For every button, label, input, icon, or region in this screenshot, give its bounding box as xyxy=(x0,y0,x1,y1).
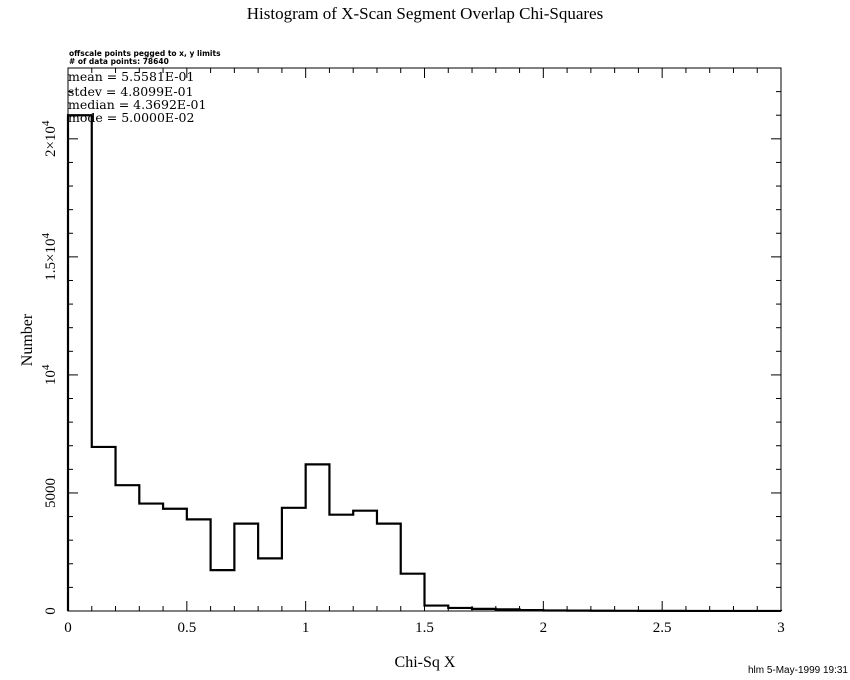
x-tick-label: 2 xyxy=(540,620,548,636)
y-tick-label: 5000 xyxy=(43,478,59,508)
y-tick-labels: 0 5000 104 1.5×104 2×104 xyxy=(40,120,59,615)
histogram-bar xyxy=(448,608,472,611)
y-tick-label: 0 xyxy=(43,607,59,615)
x-tick-label: 2.5 xyxy=(653,620,672,636)
histogram-bar xyxy=(187,519,211,611)
histogram-bars xyxy=(66,114,783,613)
x-tick-labels: 0 0.5 1 1.5 2 2.5 3 xyxy=(64,620,785,636)
stat-stdev: stdev = 4.8099E-01 xyxy=(68,84,194,99)
y-tick-label: 2×104 xyxy=(40,120,59,157)
axis-ticks xyxy=(67,67,782,612)
histogram-bar xyxy=(139,504,163,611)
histogram-bar xyxy=(282,508,306,611)
histogram-bar xyxy=(116,485,140,611)
histogram-bar xyxy=(68,115,92,611)
histogram-bar xyxy=(258,558,282,611)
data-points-count: # of data points: 78640 xyxy=(69,57,169,66)
footer-timestamp: hlm 5-May-1999 19:31 xyxy=(748,665,848,676)
x-tick-label: 1.5 xyxy=(415,620,434,636)
histogram-bar xyxy=(472,609,496,611)
summary-stats: mean = 5.5581E-01 stdev = 4.8099E-01 med… xyxy=(68,69,206,125)
histogram-bar xyxy=(211,570,235,611)
x-axis-label: Chi-Sq X xyxy=(395,654,456,671)
histogram-bar xyxy=(425,606,449,611)
y-tick-label: 1.5×104 xyxy=(40,233,59,281)
y-tick-label: 104 xyxy=(40,364,59,385)
histogram-bar xyxy=(377,524,401,611)
y-axis-label: Number xyxy=(19,313,36,366)
histogram-bar xyxy=(520,610,544,611)
histogram-outline xyxy=(66,114,783,613)
stat-mean: mean = 5.5581E-01 xyxy=(68,69,194,84)
histogram-bar xyxy=(92,447,116,611)
x-tick-label: 0 xyxy=(64,620,72,636)
offscale-note: offscale points pegged to x, y limits xyxy=(69,49,221,58)
stat-mode: mode = 5.0000E-02 xyxy=(68,110,194,125)
histogram-bar xyxy=(496,609,520,611)
x-tick-label: 0.5 xyxy=(177,620,196,636)
histogram-bar xyxy=(329,515,353,611)
histogram-bar xyxy=(163,509,187,611)
x-tick-label: 3 xyxy=(777,620,785,636)
histogram-bar xyxy=(306,464,330,611)
x-tick-label: 1 xyxy=(302,620,310,636)
histogram-bar xyxy=(234,524,258,611)
histogram-bar xyxy=(353,511,377,611)
chart-title: Histogram of X-Scan Segment Overlap Chi-… xyxy=(247,4,603,23)
stat-median: median = 4.3692E-01 xyxy=(68,97,206,112)
histogram-bar xyxy=(401,574,425,611)
